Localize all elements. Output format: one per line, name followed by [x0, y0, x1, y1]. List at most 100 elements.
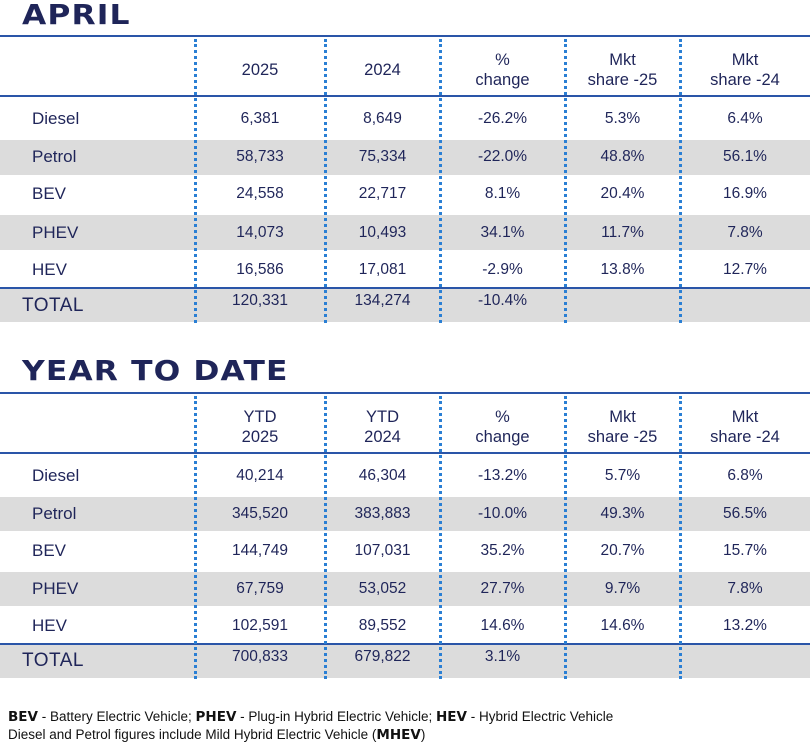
table-cell: 13.8%	[600, 261, 645, 279]
total-label: TOTAL	[22, 650, 84, 671]
header-cell	[0, 37, 195, 96]
table-cell: 8,649	[363, 109, 402, 127]
column-separator	[679, 39, 682, 323]
table-cell: 20.4%	[600, 185, 645, 203]
footnote-line2-post: )	[420, 727, 426, 742]
total-cell	[565, 645, 680, 678]
row-label: PHEV	[32, 222, 79, 242]
table-cell: 8.1%	[484, 185, 521, 203]
phev-text: - Plug-in Hybrid Electric Vehicle;	[236, 709, 436, 724]
table-cell: 6.4%	[727, 109, 763, 127]
table-cell: 49.3%	[600, 504, 645, 522]
table-cell: 102,591	[231, 616, 289, 634]
april-title: APRIL	[22, 0, 131, 31]
table-cell: 34.1%	[480, 223, 525, 241]
table-cell: -2.9%	[482, 261, 523, 279]
table-cell: 16,586	[236, 261, 284, 279]
table-cell: 6.8%	[727, 466, 763, 484]
table-cell: 5.3%	[604, 109, 641, 127]
table-cell: -22.0%	[477, 148, 528, 166]
top-rule	[0, 392, 810, 394]
total-rule	[0, 287, 810, 289]
table-cell: -13.2%	[477, 466, 528, 484]
table-cell: 7.8%	[727, 223, 763, 241]
total-cell: 134,274	[354, 292, 411, 309]
bev-text: - Battery Electric Vehicle;	[37, 709, 196, 724]
row-label: HEV	[32, 615, 67, 635]
row-label: BEV	[32, 184, 67, 204]
column-separator	[439, 396, 442, 679]
table-cell: 56.1%	[723, 148, 767, 166]
ytd-title: YEAR TO DATE	[22, 354, 289, 387]
hev-text: - Hybrid Electric Vehicle	[466, 709, 614, 724]
table-cell: 13.2%	[723, 616, 767, 634]
table-cell: 22,717	[358, 185, 407, 203]
table-cell: 40,214	[236, 466, 284, 484]
table-row: HEV 102,591 89,552 14.6% 14.6% 13.2%	[0, 607, 810, 645]
row-label: BEV	[32, 540, 67, 560]
mhev-abbr: MHEV	[376, 727, 421, 742]
column-separator	[324, 396, 327, 679]
table-cell: 345,520	[231, 504, 289, 522]
table-cell: 14,073	[236, 223, 284, 241]
table-cell: 107,031	[354, 541, 411, 559]
table-cell: 46,304	[358, 466, 407, 484]
total-row: TOTAL 120,331 134,274 -10.4%	[0, 289, 810, 322]
column-separator	[194, 39, 197, 323]
header-cell: Mkt share -24	[680, 394, 810, 453]
header-cell: % change	[440, 394, 565, 453]
table-cell: 35.2%	[480, 541, 525, 559]
header-line: Mkt	[731, 50, 759, 69]
header-line: YTD	[243, 407, 277, 426]
table-cell: 15.7%	[723, 541, 767, 559]
column-separator	[564, 396, 567, 679]
table-cell: 10,493	[358, 223, 407, 241]
total-row: TOTAL 700,833 679,822 3.1%	[0, 644, 810, 678]
total-cell: 679,822	[354, 647, 411, 665]
footnote: BEV - Battery Electric Vehicle; PHEV - P…	[8, 708, 613, 742]
column-separator	[324, 39, 327, 323]
column-separator	[194, 396, 197, 679]
table-row: Diesel 40,214 46,304 -13.2% 5.7% 6.8%	[0, 457, 810, 495]
header-line: Mkt	[731, 407, 759, 426]
april-table: 2025 2024% change Mkt share -25 Mkt share -24 D…	[0, 35, 810, 325]
table-cell: 7.8%	[727, 579, 763, 597]
header-cell: % change	[440, 37, 565, 96]
table-row: BEV 24,558 22,717 8.1% 20.4% 16.9%	[0, 176, 810, 214]
row-label: Petrol	[32, 147, 77, 167]
table-cell: 11.7%	[601, 223, 644, 241]
row-label: Diesel	[32, 108, 80, 128]
table-cell: 75,334	[358, 148, 407, 166]
header-row: YTD 2025 YTD 2024% change Mkt share -25 Mkt shar…	[0, 394, 810, 453]
header-line: share -25	[587, 427, 658, 446]
ytd-table: YTD 2025 YTD 2024% change Mkt share -25 Mkt shar…	[0, 392, 810, 681]
table-cell: 27.7%	[480, 579, 525, 597]
header-rule	[0, 95, 810, 97]
header-cell: Mkt share -25	[565, 37, 680, 96]
table-row: PHEV 67,759 53,052 27.7% 9.7% 7.8%	[0, 571, 810, 606]
total-cell: 700,833	[231, 647, 289, 665]
total-label: TOTAL	[22, 294, 84, 316]
header-line: share -24	[710, 427, 780, 446]
table-cell: -10.0%	[477, 504, 528, 522]
table-row: HEV 16,586 17,081 -2.9% 13.8% 12.7%	[0, 251, 810, 289]
table-cell: 17,081	[358, 261, 407, 279]
top-rule	[0, 35, 810, 37]
column-separator	[564, 39, 567, 323]
header-line: share -25	[587, 70, 658, 89]
header-rule	[0, 452, 810, 454]
table-cell: 16.9%	[723, 185, 767, 203]
header-row: 2025 2024% change Mkt share -25 Mkt share -24	[0, 37, 810, 96]
row-label: Petrol	[32, 503, 77, 523]
header-line: share -24	[710, 70, 780, 89]
table-row: PHEV 14,073 10,493 34.1% 11.7% 7.8%	[0, 215, 810, 251]
row-label: PHEV	[32, 578, 79, 598]
total-cell	[680, 645, 810, 678]
footnote-line-2: Diesel and Petrol figures include Mild H…	[8, 726, 613, 742]
table-row: BEV 144,749 107,031 35.2% 20.7% 15.7%	[0, 532, 810, 570]
header-line: Mkt	[609, 50, 636, 69]
table-cell: 56.5%	[723, 504, 767, 522]
total-cell: 120,331	[231, 292, 289, 309]
phev-abbr: PHEV	[195, 709, 237, 725]
header-line: 2024	[364, 427, 401, 446]
